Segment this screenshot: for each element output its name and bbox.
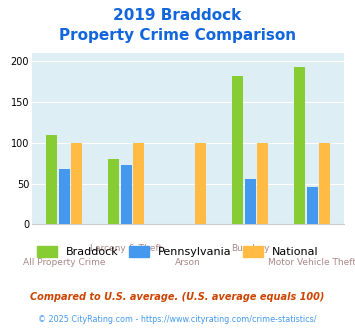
Bar xyxy=(294,67,305,224)
Bar xyxy=(71,143,82,224)
Bar xyxy=(319,143,330,224)
Text: Arson: Arson xyxy=(175,258,201,267)
Text: 2019 Braddock: 2019 Braddock xyxy=(113,8,242,23)
Bar xyxy=(195,143,206,224)
Bar xyxy=(245,180,256,224)
Text: Motor Vehicle Theft: Motor Vehicle Theft xyxy=(268,258,355,267)
Text: © 2025 CityRating.com - https://www.cityrating.com/crime-statistics/: © 2025 CityRating.com - https://www.city… xyxy=(38,315,317,324)
Text: Property Crime Comparison: Property Crime Comparison xyxy=(59,28,296,43)
Bar xyxy=(46,135,57,224)
Bar xyxy=(108,159,119,224)
Text: Compared to U.S. average. (U.S. average equals 100): Compared to U.S. average. (U.S. average … xyxy=(30,292,325,302)
Bar xyxy=(121,165,132,224)
Text: All Property Crime: All Property Crime xyxy=(23,258,105,267)
Bar xyxy=(133,143,144,224)
Legend: Braddock, Pennsylvania, National: Braddock, Pennsylvania, National xyxy=(32,242,323,262)
Bar xyxy=(257,143,268,224)
Bar xyxy=(59,169,70,224)
Text: Burglary: Burglary xyxy=(231,244,269,253)
Text: Larceny & Theft: Larceny & Theft xyxy=(90,244,162,253)
Bar xyxy=(232,77,243,224)
Bar xyxy=(307,187,318,224)
